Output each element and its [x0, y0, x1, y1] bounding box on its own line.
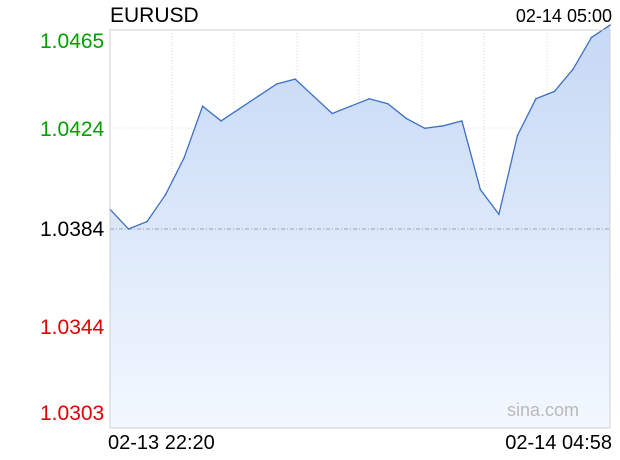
data-point-28 [609, 24, 611, 26]
price-area-fill [110, 25, 610, 428]
data-point-13 [331, 112, 334, 115]
data-point-11 [294, 78, 296, 80]
price-line [109, 24, 611, 230]
data-point-5 [183, 156, 185, 159]
data-point-4 [164, 193, 167, 196]
data-point-3 [146, 220, 148, 223]
data-point-10 [275, 83, 278, 85]
y-tick-label-2: 1.0424 [40, 118, 105, 141]
data-point-17 [405, 117, 408, 120]
data-point-27 [590, 36, 593, 39]
data-point-22 [498, 213, 500, 216]
data-point-8 [238, 107, 241, 110]
y-tick-label-4: 1.0344 [40, 316, 105, 339]
data-point-18 [424, 127, 426, 130]
y-tick-label-5: 1.0303 [40, 402, 105, 425]
y-tick-label-3: 1.0384 [40, 218, 105, 241]
data-point-21 [479, 188, 482, 191]
data-points [109, 24, 611, 230]
plot-frame [109, 29, 611, 429]
data-point-7 [220, 120, 222, 122]
data-point-9 [257, 95, 259, 98]
data-point-16 [386, 102, 389, 105]
y-tick-label-1: 1.0465 [40, 30, 105, 53]
data-point-15 [368, 97, 371, 100]
symbol-title: EURUSD [110, 4, 199, 27]
data-point-20 [461, 120, 463, 122]
x-start-label: 02-13 22:20 [108, 432, 215, 454]
data-point-2 [127, 228, 130, 230]
x-end-label: 02-14 04:58 [505, 432, 612, 454]
data-point-6 [201, 105, 204, 107]
data-point-12 [312, 95, 315, 98]
data-point-24 [535, 97, 537, 100]
data-point-26 [572, 68, 574, 71]
data-point-23 [516, 134, 519, 137]
data-point-25 [553, 90, 556, 93]
data-point-14 [349, 105, 352, 107]
watermark: sina.com [507, 400, 580, 420]
current-datetime: 02-14 05:00 [515, 6, 612, 26]
data-point-19 [442, 125, 445, 127]
